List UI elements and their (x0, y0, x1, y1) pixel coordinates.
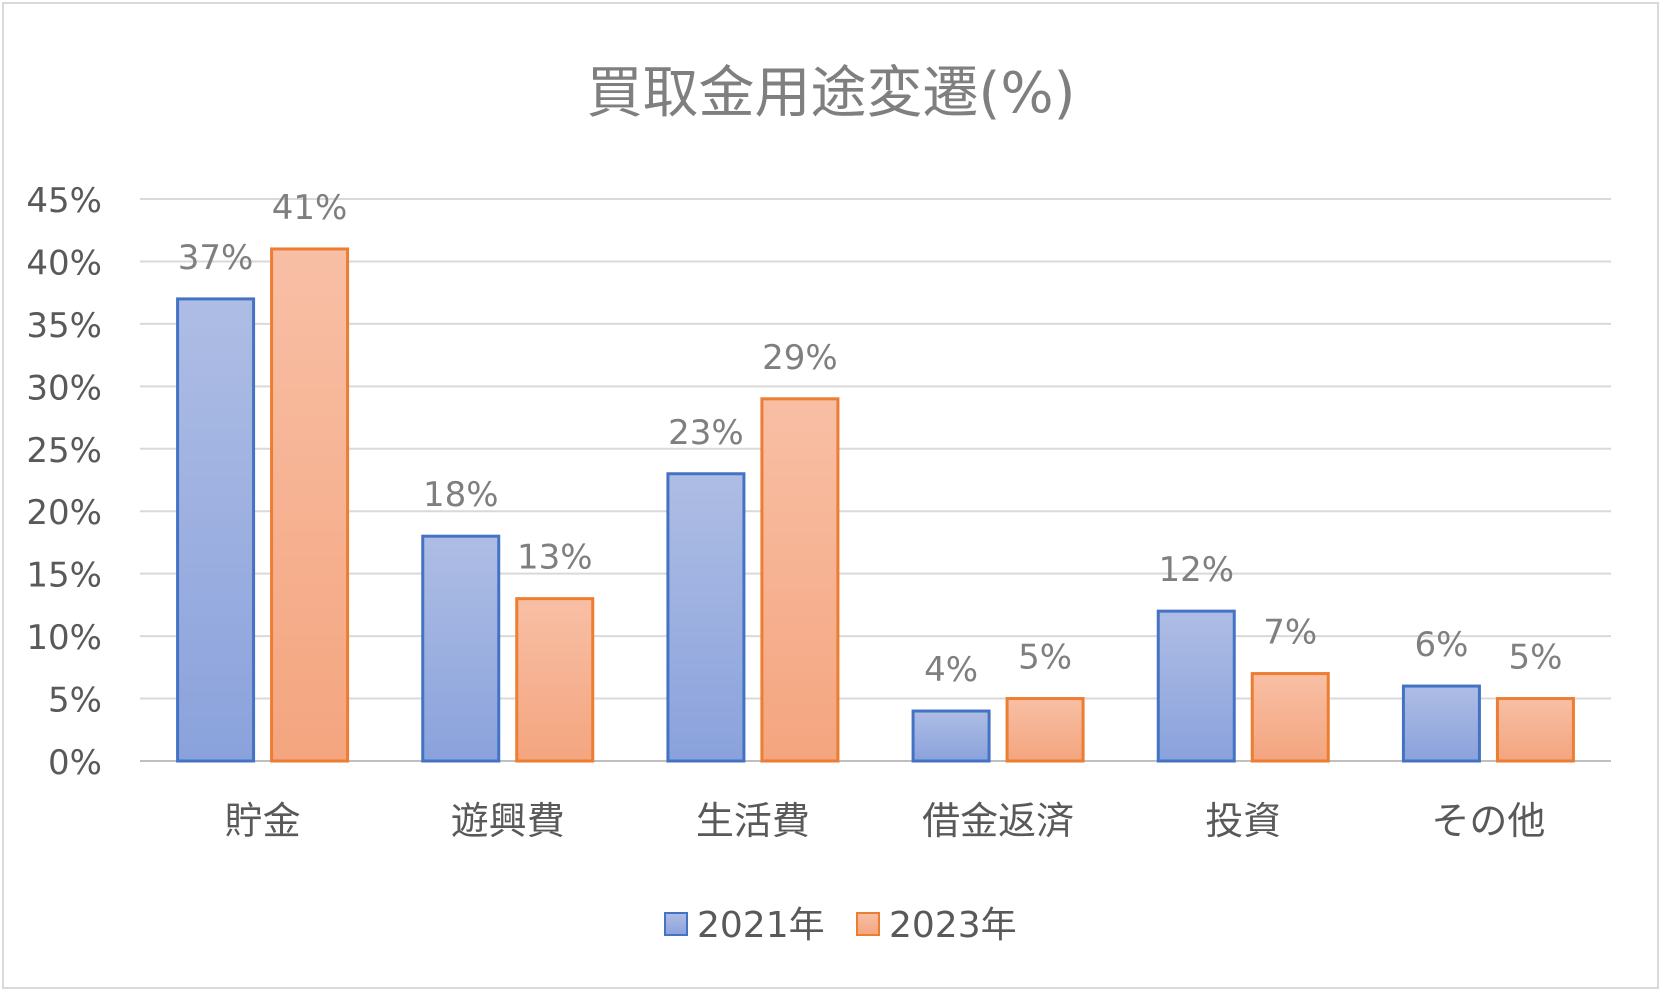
data-label: 6% (1414, 625, 1468, 665)
legend: 2021年 2023年 (664, 905, 1017, 946)
y-tick-label: 45% (26, 181, 102, 221)
y-tick-label: 40% (26, 243, 102, 283)
bar-series1 (1401, 684, 1481, 763)
bar-series1 (666, 472, 746, 763)
data-label: 41% (272, 188, 348, 228)
x-tick-label: 投資 (1205, 799, 1281, 843)
y-tick-label: 0% (48, 743, 102, 783)
data-label: 5% (1018, 638, 1072, 678)
bars (176, 247, 1575, 763)
bar-series1 (176, 297, 256, 763)
y-tick-label: 30% (26, 368, 102, 408)
data-label: 7% (1263, 613, 1317, 653)
x-tick-label: 生活費 (696, 799, 810, 843)
data-label: 37% (178, 238, 254, 278)
bar-series2 (515, 597, 595, 763)
x-tick-label: 遊興費 (451, 799, 565, 843)
data-label: 4% (924, 650, 978, 690)
x-tick-label: 貯金 (225, 799, 301, 843)
legend-label: 2023年 (889, 905, 1017, 946)
y-axis-ticks: 0% 5% 10% 15% 20% 25% 30% 35% 40% 45% (26, 181, 102, 783)
bar-series1 (1156, 609, 1236, 763)
x-tick-label: 借金返済 (922, 799, 1074, 843)
x-tick-label: その他 (1431, 799, 1545, 843)
bar-series2 (1005, 697, 1085, 763)
y-tick-label: 20% (26, 493, 102, 533)
data-label: 12% (1158, 550, 1234, 590)
y-tick-label: 15% (26, 556, 102, 596)
data-label: 29% (762, 338, 838, 378)
bar-series2 (1250, 672, 1330, 763)
data-labels: 37% 41% 18% 13% 23% 29% 4% 5% 12% 7% 6% 5% (178, 188, 1563, 690)
bar-series2 (760, 397, 840, 763)
legend-swatch-series2 (856, 912, 880, 936)
legend-swatch-series1 (664, 912, 688, 936)
bar-series2 (270, 247, 350, 763)
bar-series1 (421, 534, 501, 763)
data-label: 5% (1508, 638, 1562, 678)
y-tick-label: 5% (48, 681, 102, 721)
data-label: 13% (517, 538, 593, 578)
data-label: 18% (423, 475, 499, 515)
chart-title: 買取金用途変遷(%) (587, 61, 1076, 126)
bar-series2 (1495, 697, 1575, 763)
y-tick-label: 10% (26, 618, 102, 658)
bar-series1 (911, 709, 991, 763)
gridlines (140, 198, 1611, 762)
x-axis-ticks: 貯金 遊興費 生活費 借金返済 投資 その他 (225, 799, 1546, 843)
data-label: 23% (668, 413, 744, 453)
y-tick-label: 35% (26, 306, 102, 346)
legend-label: 2021年 (697, 905, 825, 946)
y-tick-label: 25% (26, 431, 102, 471)
